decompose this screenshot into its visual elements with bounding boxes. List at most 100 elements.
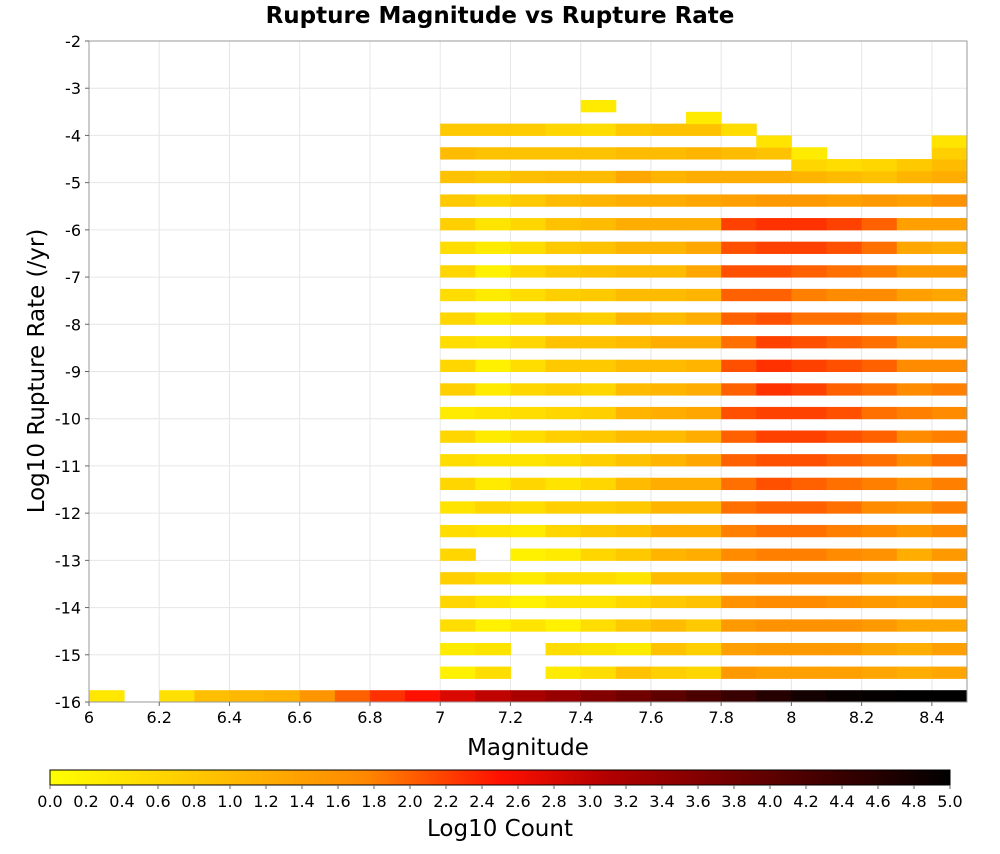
heatmap-cell xyxy=(791,312,828,325)
heatmap-cell xyxy=(791,406,828,420)
heatmap-cell xyxy=(861,595,898,609)
heatmap-cell xyxy=(896,642,933,656)
heatmap-cell xyxy=(896,619,933,632)
heatmap-cell xyxy=(615,265,652,278)
colorbar-tick-label: 0.6 xyxy=(145,792,170,811)
heatmap-cell xyxy=(475,666,511,679)
heatmap-cell xyxy=(510,383,547,396)
heatmap-cell xyxy=(440,477,476,491)
heatmap-cell xyxy=(931,147,968,160)
heatmap-cell xyxy=(650,241,687,254)
heatmap-cell xyxy=(580,548,617,561)
colorbar-tick-label: 4.8 xyxy=(901,792,926,811)
heatmap-cell xyxy=(475,619,511,632)
heatmap-cell xyxy=(615,170,652,184)
heatmap-cell xyxy=(826,572,863,585)
heatmap-cell xyxy=(545,690,582,703)
heatmap-cell xyxy=(896,501,933,514)
heatmap-cell xyxy=(580,619,617,632)
y-tick-label: -9 xyxy=(65,363,81,382)
heatmap-cell xyxy=(756,265,792,278)
heatmap-cell xyxy=(615,147,652,160)
heatmap-cell xyxy=(440,359,476,372)
heatmap-cell xyxy=(756,666,792,679)
heatmap-cell xyxy=(861,170,898,184)
heatmap-cell xyxy=(686,170,722,184)
heatmap-cell xyxy=(510,336,547,349)
heatmap-cell xyxy=(721,690,757,703)
heatmap-cell xyxy=(791,159,828,172)
heatmap-cell xyxy=(931,383,968,396)
heatmap-cell xyxy=(545,619,582,632)
heatmap-cell xyxy=(615,501,652,514)
heatmap-cell xyxy=(475,194,511,207)
heatmap-cell xyxy=(686,524,722,538)
heatmap-cell xyxy=(475,170,511,184)
colorbar-tick-label: 0.0 xyxy=(37,792,62,811)
heatmap-cell xyxy=(580,288,617,302)
heatmap-cell xyxy=(686,572,722,585)
heatmap-cell xyxy=(721,288,757,302)
heatmap-cell xyxy=(756,430,792,443)
heatmap-cell xyxy=(475,218,511,231)
colorbar-tick-label: 3.6 xyxy=(685,792,710,811)
heatmap-cell xyxy=(861,477,898,491)
x-axis-ticks: 6 6.2 6.4 6.6 6.8 7 7.2 7.4 7.6 7.8 8 8.2 8.4 xyxy=(84,702,945,727)
heatmap-cell xyxy=(545,312,582,325)
heatmap-cell xyxy=(721,312,757,325)
heatmap-cell xyxy=(440,123,476,136)
heatmap-cell xyxy=(686,111,722,125)
heatmap-cell xyxy=(686,312,722,325)
heatmap-cell xyxy=(615,288,652,302)
heatmap-cell xyxy=(686,147,722,160)
heatmap-cell xyxy=(580,241,617,254)
heatmap-cell xyxy=(756,147,792,160)
heatmap-cell xyxy=(931,406,968,420)
heatmap-cell xyxy=(931,454,968,467)
heatmap-cell xyxy=(650,595,687,609)
heatmap-cell xyxy=(580,524,617,538)
chart-title: Rupture Magnitude vs Rupture Rate xyxy=(266,3,735,29)
y-tick-label: -15 xyxy=(55,646,81,665)
heatmap-cell xyxy=(580,147,617,160)
colorbar-tick-label: 1.2 xyxy=(253,792,278,811)
x-tick-label: 7.8 xyxy=(708,708,733,727)
heatmap-cell xyxy=(475,572,511,585)
colorbar-tick-label: 2.8 xyxy=(541,792,566,811)
colorbar-tick-label: 1.4 xyxy=(289,792,314,811)
heatmap-cell xyxy=(475,524,511,538)
heatmap-cell xyxy=(861,312,898,325)
heatmap-cell xyxy=(545,147,582,160)
heatmap-cell xyxy=(475,430,511,443)
heatmap-cell xyxy=(440,218,476,231)
heatmap-cell xyxy=(89,690,125,703)
heatmap-cell xyxy=(686,501,722,514)
x-tick-label: 8.2 xyxy=(849,708,874,727)
heatmap-cell xyxy=(545,218,582,231)
heatmap-cell xyxy=(545,265,582,278)
heatmap-cell xyxy=(791,288,828,302)
heatmap-cell xyxy=(650,383,687,396)
heatmap-cell xyxy=(299,690,336,703)
heatmap-cell xyxy=(826,454,863,467)
heatmap-cell xyxy=(545,123,582,136)
heatmap-cell xyxy=(615,690,652,703)
heatmap-cell xyxy=(615,454,652,467)
heatmap-cell xyxy=(896,241,933,254)
y-tick-label: -11 xyxy=(55,457,81,476)
heatmap-cell xyxy=(721,194,757,207)
heatmap-cell xyxy=(475,359,511,372)
heatmap-cell xyxy=(756,194,792,207)
x-tick-label: 7.4 xyxy=(568,708,593,727)
heatmap-cell xyxy=(650,501,687,514)
heatmap-cell xyxy=(721,572,757,585)
heatmap-cell xyxy=(931,477,968,491)
heatmap-cell xyxy=(650,642,687,656)
heatmap-cell xyxy=(510,690,547,703)
heatmap-cell xyxy=(791,595,828,609)
heatmap-cell xyxy=(756,690,792,703)
heatmap-cell xyxy=(721,336,757,349)
heatmap-cell xyxy=(826,288,863,302)
heatmap-cell xyxy=(931,336,968,349)
heatmap-cell xyxy=(615,336,652,349)
